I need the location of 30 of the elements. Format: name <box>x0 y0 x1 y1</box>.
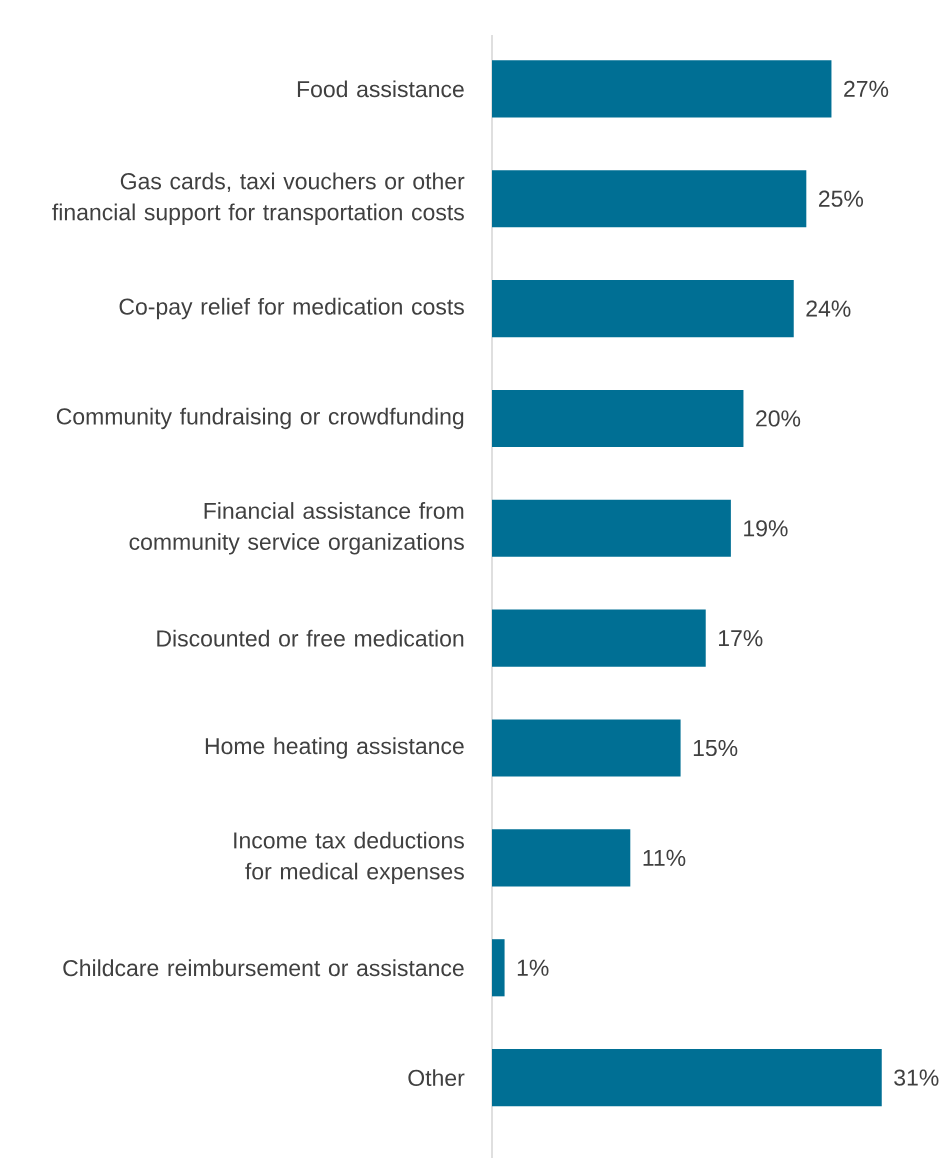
y-tick-label: Community fundraising or crowdfunding <box>56 407 464 430</box>
bar <box>492 280 794 338</box>
bar <box>492 1049 882 1107</box>
data-label: 25% <box>818 190 864 207</box>
bar <box>492 939 505 997</box>
bar <box>492 389 744 448</box>
bar <box>492 499 731 557</box>
bar <box>492 170 807 228</box>
y-tick-label: Financial assistance from community service organizations <box>129 502 464 555</box>
data-label: 24% <box>806 300 851 317</box>
data-label: 15% <box>693 739 738 757</box>
y-tick-label: Other <box>408 1069 465 1087</box>
y-tick-label: Co-pay relief for medication costs <box>119 297 464 320</box>
data-label: 20% <box>756 410 801 427</box>
bar <box>492 609 706 667</box>
data-label: 19% <box>744 520 788 537</box>
bar <box>492 719 681 777</box>
data-label: 11% <box>643 849 686 866</box>
bar <box>492 829 631 887</box>
y-tick-label: Childcare reimbursement or assistance <box>63 959 464 977</box>
y-tick-label: Gas cards, taxi vouchers or other financial support for transportation costs <box>52 172 465 225</box>
data-label: 17% <box>719 630 763 647</box>
data-label: 31% <box>894 1069 939 1086</box>
y-tick-label: Food assistance <box>297 80 464 98</box>
y-tick-label: Home heating assistance <box>205 737 464 759</box>
data-label: 27% <box>844 80 889 97</box>
y-tick-label: Discounted or free medication <box>157 629 464 647</box>
y-tick-label: Income tax deductions for medical expenses <box>234 831 464 885</box>
bar <box>492 60 832 118</box>
data-label: 1% <box>517 959 549 976</box>
